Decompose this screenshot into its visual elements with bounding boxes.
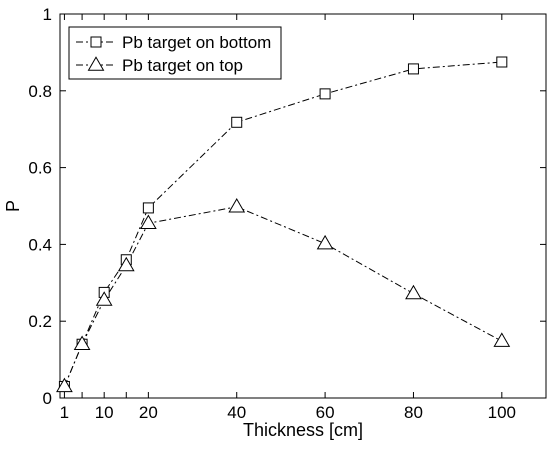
legend-label-2: Pb target on top [122,56,243,75]
triangle-marker [95,291,113,306]
series-markers-layer [56,56,511,393]
legend-triangle-marker [87,56,105,71]
x-tick-label: 20 [139,403,158,422]
y-tick-label: 0 [43,389,52,408]
y-axis-label: P [3,200,23,212]
square-marker [407,63,419,75]
triangle-marker [73,335,91,350]
legend-box [68,26,282,80]
y-tick-label: 0.4 [28,235,52,254]
x-tick-label: 40 [227,403,246,422]
square-marker [319,88,331,100]
x-tick-label: 100 [488,403,516,422]
square-marker [496,56,508,68]
x-axis-label: Thickness [cm] [243,420,363,440]
triangle-marker [117,256,135,272]
triangle-marker [139,214,157,229]
y-tick-label: 0.6 [28,159,52,178]
x-tick-label: 60 [316,403,335,422]
triangle-marker [405,284,422,300]
legend-label-1: Pb target on bottom [122,33,271,52]
ticks-layer: 1 10 20 40 60 80 100 0 0.2 0.4 0.6 0.8 1 [28,5,546,422]
square-marker [142,202,154,214]
triangle-marker [228,197,246,213]
legend-square-marker [90,36,102,48]
x-tick-label: 10 [95,403,114,422]
y-tick-label: 0.2 [28,312,52,331]
x-tick-label: 80 [404,403,423,422]
triangle-marker [316,234,334,250]
x-tick-label: 1 [60,403,69,422]
y-tick-label: 0.8 [28,82,52,101]
triangle-marker [493,332,511,347]
square-marker [231,116,243,128]
triangle-marker [56,377,73,393]
legend: Pb target on bottom Pb target on top [68,26,282,80]
y-tick-label: 1 [43,5,52,24]
legend-entries: Pb target on bottom Pb target on top [76,33,271,75]
